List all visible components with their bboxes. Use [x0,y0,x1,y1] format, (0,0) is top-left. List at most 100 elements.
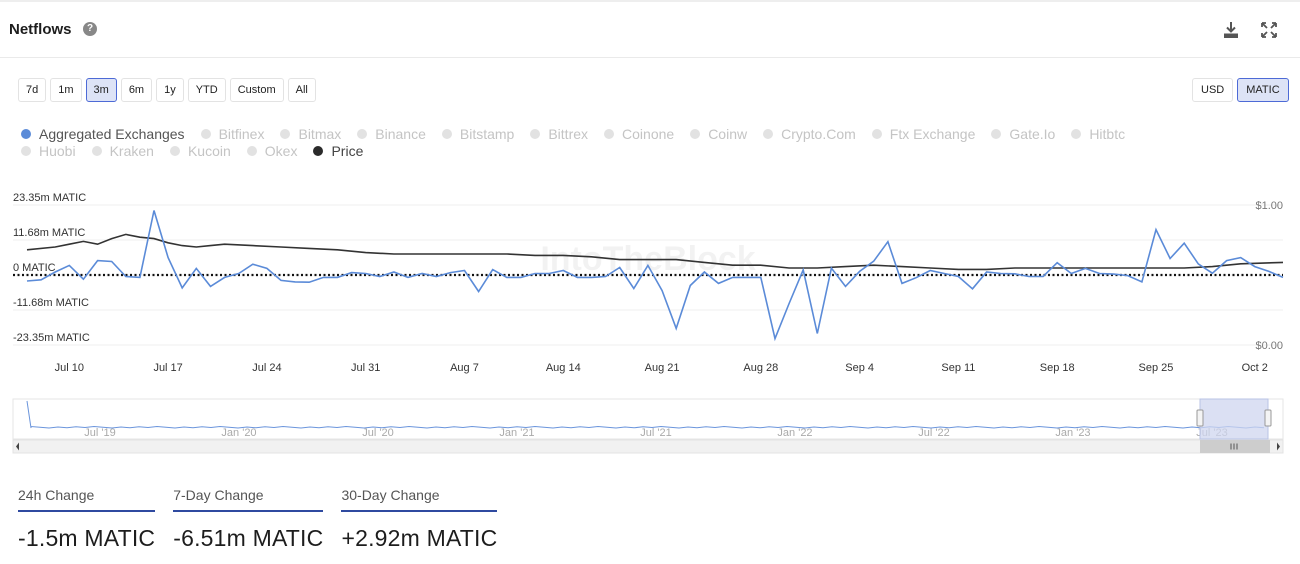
navigator-scrollbar[interactable] [12,439,1284,454]
range-button-7d[interactable]: 7d [18,78,47,102]
help-icon[interactable]: ? [83,22,97,36]
unit-button-matic[interactable]: MATIC [1237,78,1289,102]
legend-dot [991,128,1002,139]
legend-dot [441,128,452,139]
range-button-custom[interactable]: Custom [229,78,284,102]
legend-item-price[interactable]: Price [313,142,363,159]
top-border [0,0,1300,2]
legend-item-coinw[interactable]: Coinw [690,125,747,142]
legend-dot [530,128,541,139]
legend-item-bitfinex[interactable]: Bitfinex [200,125,265,142]
navigator-labels: Jul '19 Jan '20 Jul '20 Jan '21 Jul '21 Jan '… [84,427,1227,439]
stat-7d: 7-Day Change -6.51m MATIC [173,487,324,552]
legend-dot [200,128,211,139]
legend-label: Bitfinex [218,125,265,142]
x-tick-label: Sep 25 [1139,362,1174,374]
legend-item-coinone[interactable]: Coinone [604,125,674,142]
x-tick-label: Aug 14 [546,362,581,374]
legend-item-gate-io[interactable]: Gate.Io [991,125,1055,142]
y-right-tick-label: $0.00 [1255,340,1283,352]
legend-dot [604,128,615,139]
series-line-aggregated-exchanges [26,210,1284,342]
navigator-selection[interactable] [1199,398,1269,440]
legend-label: Bittrex [548,125,589,142]
navigator-frame [12,398,1284,440]
stat-value: -6.51m MATIC [173,525,324,551]
fullscreen-icon[interactable] [1259,20,1279,40]
range-button-all[interactable]: All [287,78,316,102]
unit-button-usd[interactable]: USD [1192,78,1234,102]
navigator[interactable]: Jul '19 Jan '20 Jul '20 Jan '21 Jul '21 Jan '… [12,398,1284,454]
legend-dot [91,145,102,156]
legend-label: Gate.Io [1009,125,1056,142]
legend-item-bitmax[interactable]: Bitmax [280,125,341,142]
legend-row-1: Aggregated Exchanges Bitfinex Bitmax Bin… [21,125,1141,142]
scrollbar-grip-icon [1230,443,1238,450]
navigator-label: Jan '21 [499,427,534,439]
stat-value: -1.5m MATIC [18,525,156,551]
range-button-1m[interactable]: 1m [50,78,82,102]
x-tick-label: Sep 11 [941,362,975,374]
y-tick-label: -11.68m MATIC [13,297,89,309]
legend-item-kucoin[interactable]: Kucoin [169,142,231,159]
unit-selector: USD MATIC [1192,78,1289,102]
legend-dot [246,145,257,156]
legend-label: Huobi [39,142,76,159]
legend-item-bittrex[interactable]: Bittrex [530,125,588,142]
legend-label: Hitbtc [1089,125,1126,142]
card-header: Netflows ? [0,2,1300,58]
legend-item-ftx-exchange[interactable]: Ftx Exchange [871,125,976,142]
navigator-handle-right[interactable] [1264,409,1272,427]
page-title: Netflows [9,21,72,38]
navigator-label: Jan '22 [777,427,812,439]
range-button-1y[interactable]: 1y [156,78,184,102]
legend-dot [21,128,31,139]
y-tick-label: 23.35m MATIC [13,192,86,204]
stat-24h: 24h Change -1.5m MATIC [18,487,156,552]
range-button-3m[interactable]: 3m [85,78,117,102]
y-axis-left: 23.35m MATIC 11.68m MATIC 0 MATIC -11.68m M… [13,192,90,344]
stat-value: +2.92m MATIC [341,525,498,551]
legend-dot [357,128,368,139]
legend-item-hitbtc[interactable]: Hitbtc [1071,125,1125,142]
y-tick-label: 11.68m MATIC [13,227,85,239]
stat-label: 24h Change [18,487,156,512]
legend-item-huobi[interactable]: Huobi [21,142,76,159]
legend-row-2: Huobi Kraken Kucoin Okex Price [21,142,379,159]
y-right-tick-label: $1.00 [1255,200,1283,212]
legend-dot [21,145,31,156]
legend-label: Coinw [708,125,748,142]
legend-dot [280,128,291,139]
legend-label: Crypto.Com [781,125,856,142]
legend-label: Okex [264,142,298,159]
y-axis-right: $1.00 $0.00 [1255,200,1283,352]
legend-label: Kucoin [187,142,231,159]
legend-label: Binance [375,125,426,142]
legend-item-crypto-com[interactable]: Crypto.Com [763,125,856,142]
range-button-ytd[interactable]: YTD [187,78,226,102]
navigator-scrollbar-thumb[interactable] [1200,440,1270,453]
stat-30d: 30-Day Change +2.92m MATIC [341,487,498,552]
x-tick-label: Aug 21 [645,362,680,374]
x-tick-label: Oct 2 [1242,362,1268,374]
scroll-left-icon[interactable] [16,442,19,451]
x-tick-label: Jul 31 [351,362,380,374]
legend-item-okex[interactable]: Okex [246,142,298,159]
series-line-price [26,233,1284,271]
stat-label: 7-Day Change [173,487,324,512]
legend-item-kraken[interactable]: Kraken [91,142,154,159]
x-tick-label: Sep 18 [1040,362,1075,374]
legend-item-binance[interactable]: Binance [357,125,426,142]
legend-label: Bitmax [298,125,342,142]
legend-item-aggregated-exchanges[interactable]: Aggregated Exchanges [21,125,185,142]
x-tick-label: Aug 28 [743,362,778,374]
navigator-handle-left[interactable] [1196,409,1204,427]
y-tick-label: -23.35m MATIC [13,332,90,344]
scroll-right-icon[interactable] [1277,442,1280,451]
legend-label: Ftx Exchange [889,125,976,142]
range-button-6m[interactable]: 6m [120,78,153,102]
x-axis: Jul 10 Jul 17 Jul 24 Jul 31 Aug 7 Aug 14 Aug 2… [55,362,1268,374]
download-icon[interactable] [1221,20,1241,40]
legend-item-bitstamp[interactable]: Bitstamp [441,125,514,142]
